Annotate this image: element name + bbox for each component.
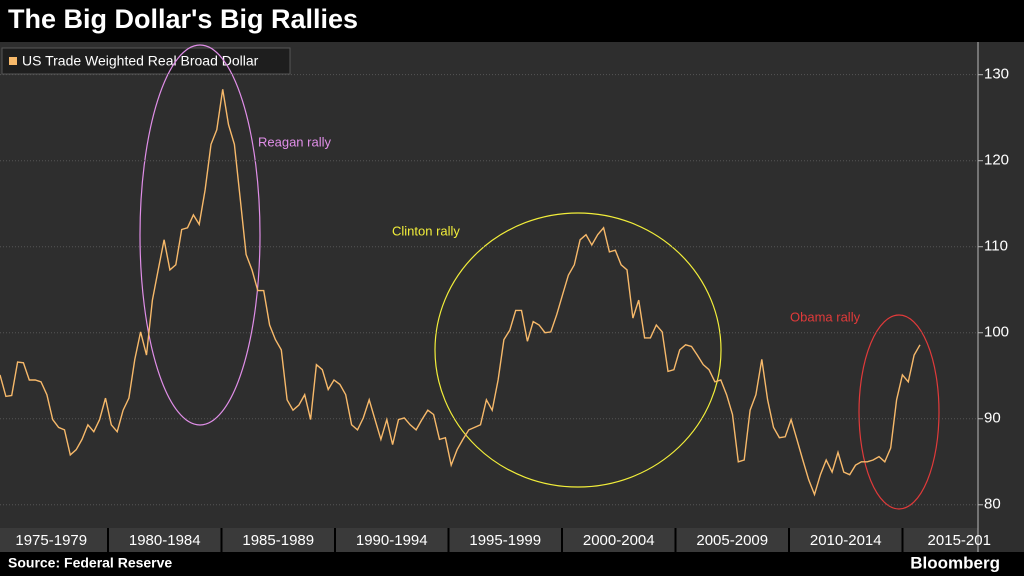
annotation: Reagan rally xyxy=(258,134,331,149)
y-tick-label: 80 xyxy=(984,496,1001,513)
legend-box xyxy=(1,47,291,75)
annotation: Clinton rally xyxy=(392,223,460,238)
reagan-ellipse xyxy=(139,44,261,426)
y-axis-area xyxy=(978,42,1024,552)
annotation: Obama rally xyxy=(790,309,861,324)
line-series xyxy=(0,89,921,497)
y-tick-label: 100 xyxy=(984,324,1009,341)
obama-ellipse xyxy=(858,314,940,510)
x-tick-label: 2010-2014 xyxy=(810,532,882,549)
x-axis-band xyxy=(0,528,978,552)
plot-area xyxy=(0,42,978,528)
x-tick-label: 1990-1994 xyxy=(356,532,428,549)
chart-title: The Big Dollar's Big Rallies xyxy=(8,4,358,34)
legend-label: US Trade Weighted Real Broad Dollar xyxy=(22,53,259,69)
source: Source: Federal Reserve xyxy=(8,555,172,571)
x-tick-label: 1985-1989 xyxy=(242,532,314,549)
y-tick-label: 110 xyxy=(984,238,1008,255)
x-tick-label: 2000-2004 xyxy=(583,532,655,549)
brand: Bloomberg xyxy=(910,553,1000,572)
x-tick-label: 1975-1979 xyxy=(15,532,87,549)
y-tick-label: 90 xyxy=(984,410,1001,427)
clinton-ellipse xyxy=(434,212,722,488)
y-tick-label: 120 xyxy=(984,152,1009,169)
y-tick-label: 130 xyxy=(984,66,1009,83)
x-tick-label: 2005-2009 xyxy=(696,532,768,549)
x-tick-label: 2015-201 xyxy=(928,532,991,549)
legend-swatch xyxy=(9,57,17,65)
x-tick-label: 1995-1999 xyxy=(469,532,541,549)
x-tick-label: 1980-1984 xyxy=(129,532,201,549)
